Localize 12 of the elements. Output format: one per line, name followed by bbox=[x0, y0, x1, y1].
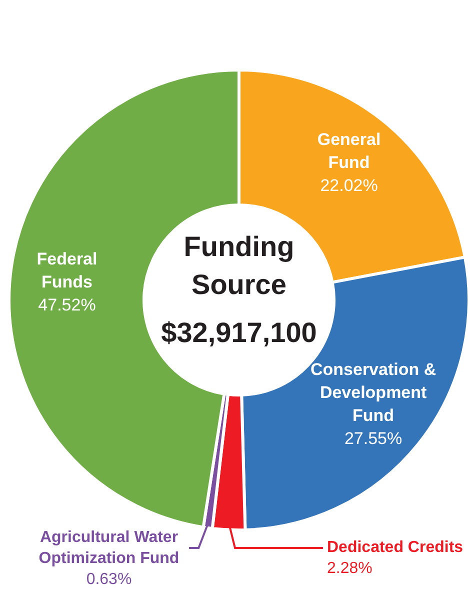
data-label: 0.63% bbox=[86, 571, 132, 588]
slice-label: General Fund bbox=[317, 130, 381, 172]
slice-label: Dedicated Credits bbox=[327, 539, 464, 556]
slice-label: Federal Funds bbox=[36, 250, 98, 292]
slice-label: Agricultural Water Optimization Fund bbox=[38, 529, 180, 567]
data-label: 47.52% bbox=[38, 296, 96, 315]
data-label: 22.02% bbox=[320, 176, 378, 196]
data-label: 27.55% bbox=[344, 429, 402, 448]
data-label: 2.28% bbox=[327, 560, 372, 577]
text: $32,917,100 bbox=[161, 317, 317, 348]
text: Funding Source bbox=[184, 231, 294, 300]
slice-label: Conservation & Development Fund bbox=[310, 360, 436, 426]
